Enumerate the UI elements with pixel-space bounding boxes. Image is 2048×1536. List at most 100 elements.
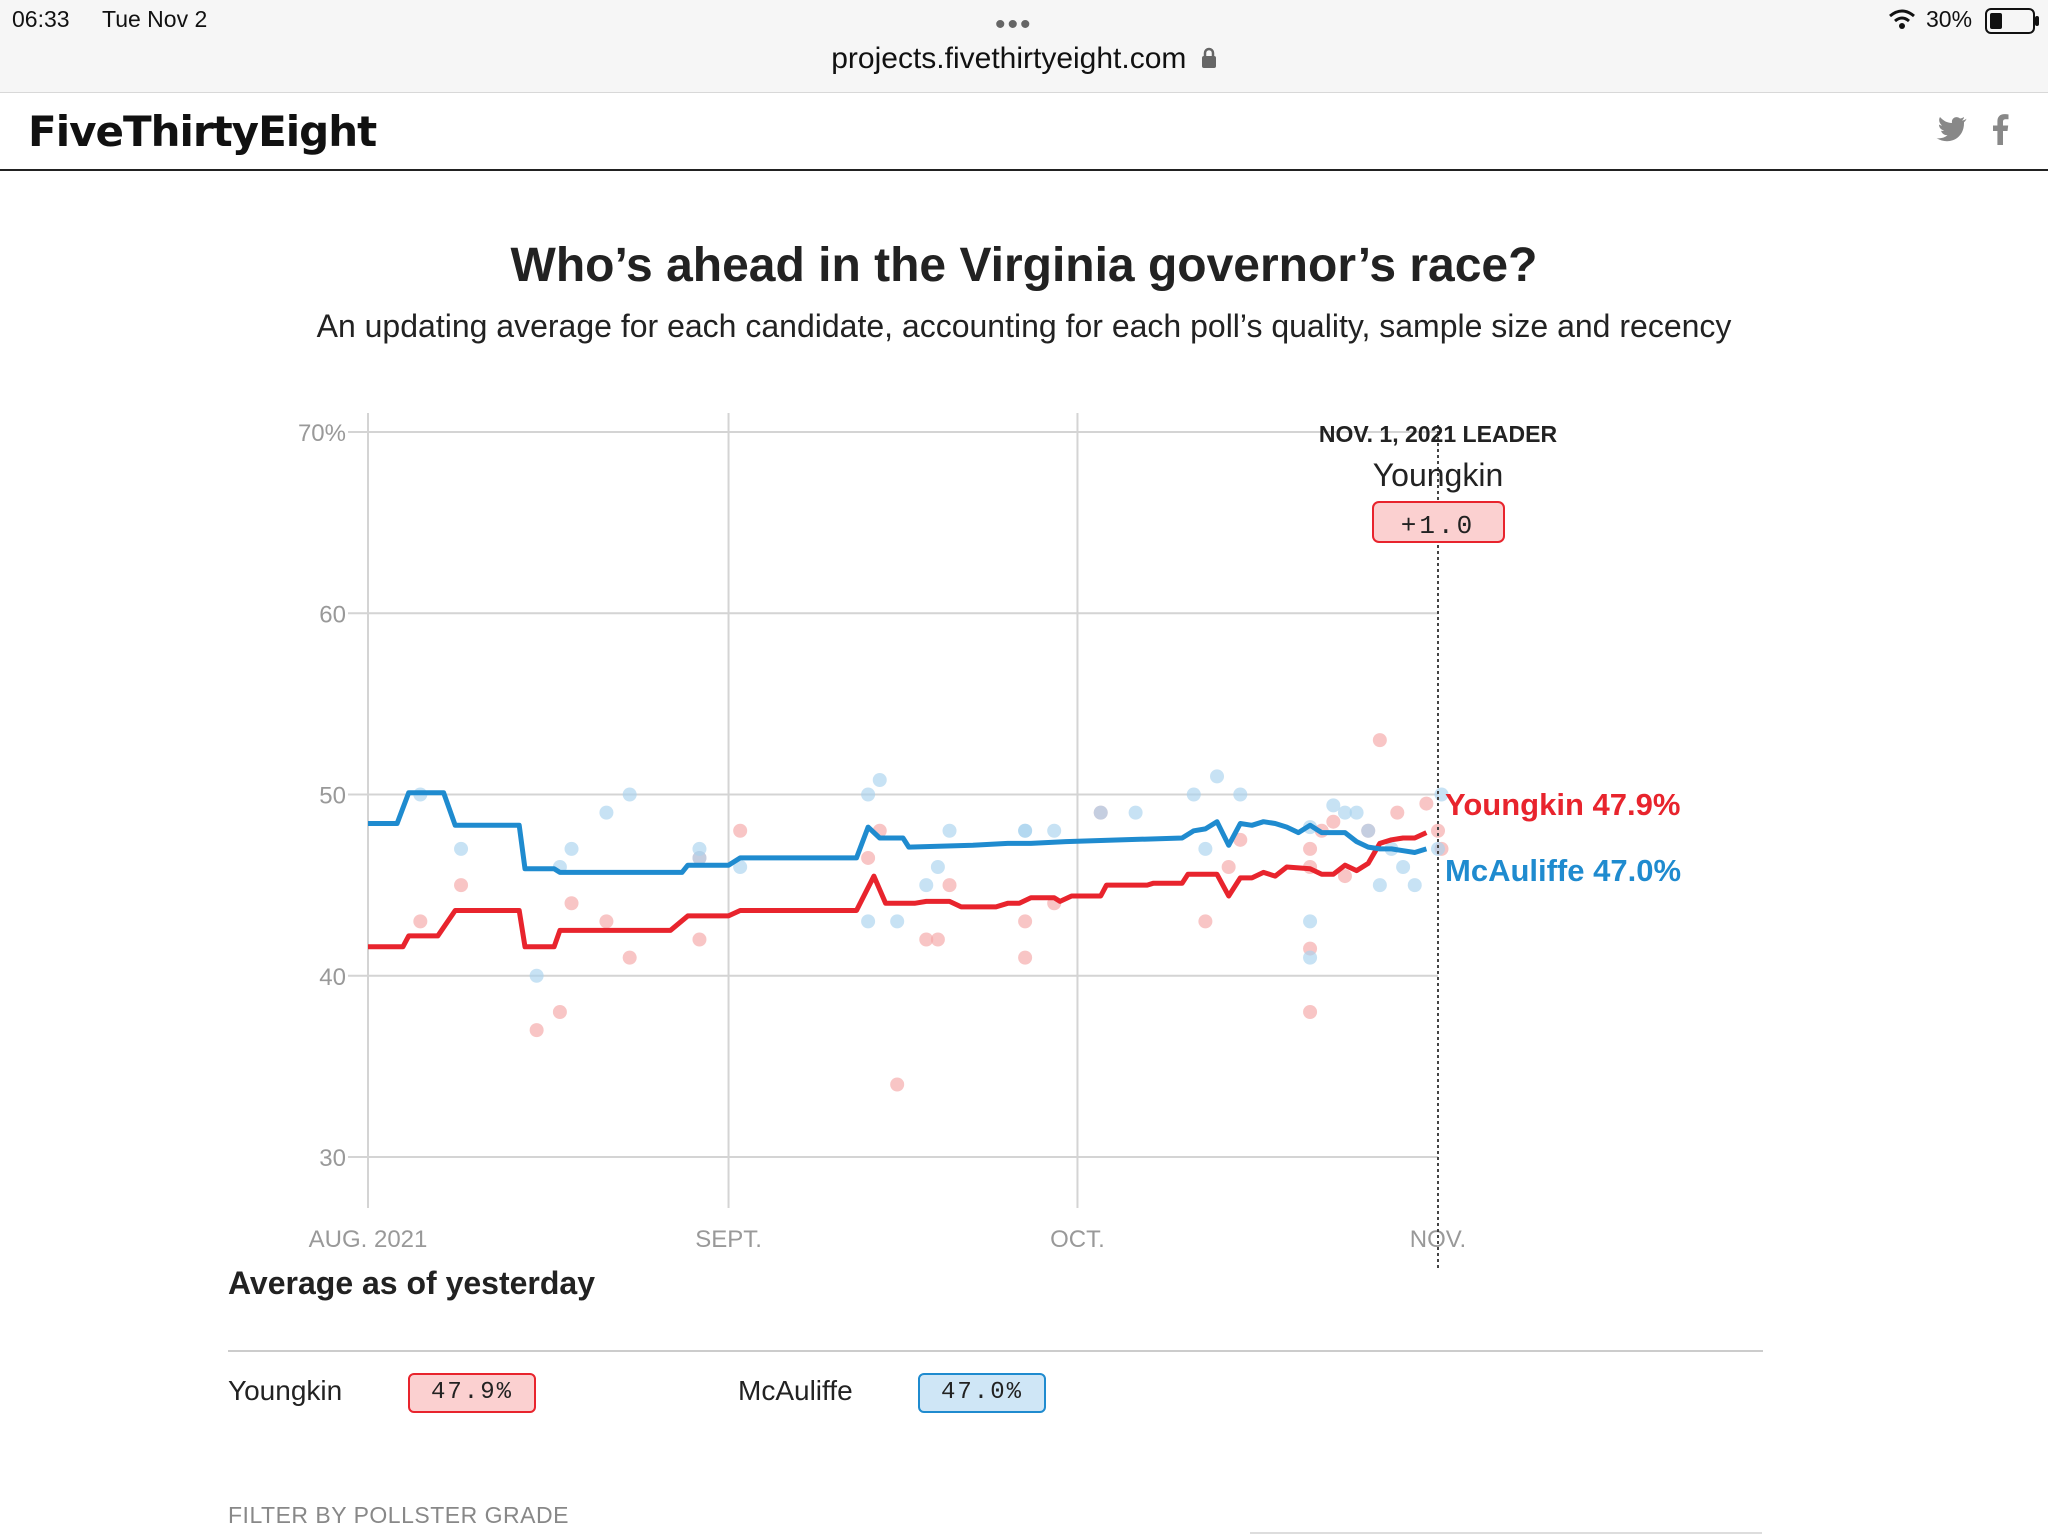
poll-dot[interactable] <box>1349 805 1364 820</box>
address-bar[interactable]: projects.fivethirtyeight.com <box>0 42 2048 77</box>
poll-dot[interactable] <box>1210 769 1225 784</box>
poll-dot[interactable] <box>942 823 957 838</box>
mcauliffe-average-badge: 47.0% <box>918 1373 1046 1413</box>
poll-dot[interactable] <box>1431 823 1445 838</box>
poll-dot[interactable] <box>890 1077 905 1092</box>
poll-dot[interactable] <box>1047 823 1062 838</box>
battery-icon <box>1985 8 2035 34</box>
poll-dot[interactable] <box>1390 805 1405 820</box>
poll-dot[interactable] <box>1018 914 1033 929</box>
poll-dot[interactable] <box>529 1023 544 1038</box>
poll-dot[interactable] <box>861 850 876 865</box>
average-section-title: Average as of yesterday <box>228 1265 596 1301</box>
poll-dots <box>413 733 1449 1092</box>
poll-dot[interactable] <box>413 914 428 929</box>
end-labels: Youngkin 47.9% McAuliffe 47.0% <box>1445 787 1681 888</box>
twitter-icon[interactable] <box>1936 113 1968 152</box>
poll-dot[interactable] <box>1303 841 1318 856</box>
poll-dot[interactable] <box>890 914 905 929</box>
poll-dot[interactable] <box>1337 869 1352 884</box>
more-dots-icon[interactable]: ••• <box>995 8 1033 41</box>
y-tick-label: 40 <box>319 964 346 991</box>
poll-dot[interactable] <box>564 841 579 856</box>
poll-dot[interactable] <box>1018 823 1033 838</box>
poll-dot[interactable] <box>1303 1005 1318 1019</box>
poll-dot[interactable] <box>733 860 748 874</box>
status-bar: 06:33 Tue Nov 2 ••• projects.fivethirtye… <box>0 0 2048 92</box>
filter-dropdown-edge[interactable] <box>1250 1532 1762 1534</box>
y-tick-label: 70% <box>298 420 346 447</box>
poll-dot[interactable] <box>564 896 579 911</box>
page-title: Who’s ahead in the Virginia governor’s r… <box>510 239 1538 292</box>
divider <box>228 1350 1763 1352</box>
end-label-youngkin: Youngkin 47.9% <box>1445 787 1680 822</box>
poll-dot[interactable] <box>919 878 934 893</box>
y-tick-label: 30 <box>319 1145 346 1172</box>
poll-dot[interactable] <box>1233 832 1248 847</box>
filter-label: FILTER BY POLLSTER GRADE <box>228 1502 569 1528</box>
wifi-icon <box>1888 8 1916 35</box>
poll-dot[interactable] <box>1186 787 1201 802</box>
page-subtitle: An updating average for each candidate, … <box>316 308 1732 344</box>
poll-dot[interactable] <box>1431 841 1445 856</box>
average-line-mcauliffe[interactable] <box>368 790 1428 875</box>
poll-dot[interactable] <box>1372 733 1387 748</box>
poll-dot[interactable] <box>1303 950 1318 965</box>
poll-dot[interactable] <box>692 841 707 856</box>
lock-icon <box>1201 43 1217 77</box>
candidate-name-mcauliffe: McAuliffe <box>738 1375 853 1406</box>
url-text: projects.fivethirtyeight.com <box>831 42 1187 75</box>
poll-dot[interactable] <box>1093 805 1108 820</box>
poll-dot[interactable] <box>529 968 544 983</box>
site-logo[interactable]: FiveThirtyEight <box>28 107 377 156</box>
poll-dot[interactable] <box>1396 860 1411 874</box>
poll-dot[interactable] <box>1233 787 1248 802</box>
average-line-youngkin[interactable] <box>368 830 1428 950</box>
y-tick-label: 60 <box>319 601 346 628</box>
poll-dot[interactable] <box>1419 796 1434 811</box>
poll-dot[interactable] <box>1326 798 1341 813</box>
site-header: FiveThirtyEight <box>0 92 2048 171</box>
poll-dot[interactable] <box>1326 814 1341 829</box>
status-date: Tue Nov 2 <box>102 6 208 32</box>
leader-annotation: NOV. 1, 2021 LEADER Youngkin +1.0 <box>1319 421 1558 1268</box>
poll-dot[interactable] <box>1128 805 1143 820</box>
poll-dot[interactable] <box>733 823 748 838</box>
poll-dot[interactable] <box>454 841 469 856</box>
poll-dot[interactable] <box>872 773 887 787</box>
candidate-name-youngkin: Youngkin <box>228 1375 343 1406</box>
poll-dot[interactable] <box>1221 860 1236 874</box>
poll-dot[interactable] <box>861 914 876 929</box>
poll-dot[interactable] <box>454 878 469 893</box>
poll-dot[interactable] <box>1198 914 1213 929</box>
facebook-icon[interactable] <box>1990 113 2010 154</box>
status-time: 06:33 <box>12 6 70 32</box>
poll-dot[interactable] <box>1372 878 1387 893</box>
leader-margin: +1.0 <box>1401 511 1475 541</box>
poll-dot[interactable] <box>1337 805 1352 820</box>
poll-dot[interactable] <box>552 1005 567 1019</box>
end-label-mcauliffe: McAuliffe 47.0% <box>1445 853 1681 888</box>
poll-dot[interactable] <box>599 805 614 820</box>
leader-name: Youngkin <box>1373 457 1504 493</box>
poll-dot[interactable] <box>1303 914 1318 929</box>
poll-dot[interactable] <box>1018 950 1033 965</box>
x-tick-label: SEPT. <box>695 1226 762 1253</box>
poll-dot[interactable] <box>599 914 614 929</box>
poll-dot[interactable] <box>930 860 945 874</box>
poll-dot[interactable] <box>930 932 945 947</box>
poll-dot[interactable] <box>622 950 637 965</box>
poll-dot[interactable] <box>1198 841 1213 856</box>
poll-dot[interactable] <box>692 932 707 947</box>
poll-dot[interactable] <box>919 932 934 947</box>
leader-label: NOV. 1, 2021 LEADER <box>1319 421 1558 447</box>
poll-dot[interactable] <box>1407 878 1422 893</box>
x-tick-label: OCT. <box>1050 1226 1105 1253</box>
poll-dot[interactable] <box>861 787 876 802</box>
poll-dot[interactable] <box>1361 823 1376 838</box>
poll-dot[interactable] <box>622 787 637 802</box>
battery-percent: 30% <box>1926 6 1973 32</box>
poll-dot[interactable] <box>942 878 957 893</box>
